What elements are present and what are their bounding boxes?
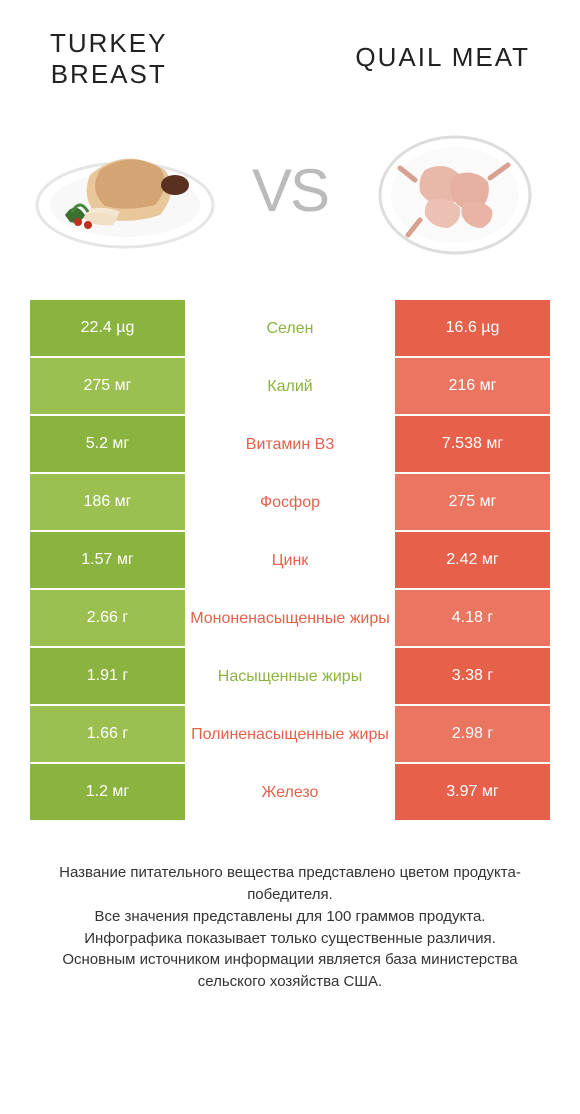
title-left-line2: breast: [51, 59, 167, 89]
cell-mid: Мононенасыщенные жиры: [185, 590, 395, 646]
footnote-line: Инфографика показывает только существенн…: [30, 928, 550, 950]
title-right: Quail meat: [355, 42, 530, 73]
footnote-line: Все значения представлены для 100 граммо…: [30, 906, 550, 928]
footnote-line: Название питательного вещества представл…: [30, 862, 550, 906]
cell-left: 1.91 г: [30, 648, 185, 704]
cell-mid: Железо: [185, 764, 395, 820]
cell-right: 16.6 µg: [395, 300, 550, 356]
cell-right: 3.38 г: [395, 648, 550, 704]
cell-mid: Калий: [185, 358, 395, 414]
table-row: 1.66 гПолиненасыщенные жиры2.98 г: [30, 706, 550, 762]
table-row: 1.91 гНасыщенные жиры3.38 г: [30, 648, 550, 704]
cell-right: 3.97 мг: [395, 764, 550, 820]
cell-left: 1.66 г: [30, 706, 185, 762]
table-row: 22.4 µgСелен16.6 µg: [30, 300, 550, 356]
cell-right: 7.538 мг: [395, 416, 550, 472]
title-left-line1: Turkey: [50, 28, 167, 58]
cell-left: 1.2 мг: [30, 764, 185, 820]
cell-left: 22.4 µg: [30, 300, 185, 356]
vs-label: VS: [252, 156, 328, 225]
header: Turkey breast Quail meat: [0, 0, 580, 90]
comparison-table: 22.4 µgСелен16.6 µg275 мгКалий216 мг5.2 …: [30, 300, 550, 820]
cell-right: 4.18 г: [395, 590, 550, 646]
cell-right: 216 мг: [395, 358, 550, 414]
cell-right: 2.98 г: [395, 706, 550, 762]
cell-mid: Полиненасыщенные жиры: [185, 706, 395, 762]
table-row: 186 мгФосфор275 мг: [30, 474, 550, 530]
cell-left: 5.2 мг: [30, 416, 185, 472]
cell-mid: Фосфор: [185, 474, 395, 530]
turkey-image: [30, 120, 220, 260]
footnote-line: Основным источником информации является …: [30, 949, 550, 993]
footnote: Название питательного вещества представл…: [0, 822, 580, 993]
table-row: 275 мгКалий216 мг: [30, 358, 550, 414]
cell-left: 275 мг: [30, 358, 185, 414]
cell-left: 2.66 г: [30, 590, 185, 646]
images-row: VS: [0, 90, 580, 280]
cell-mid: Селен: [185, 300, 395, 356]
title-left: Turkey breast: [50, 28, 167, 90]
cell-right: 275 мг: [395, 474, 550, 530]
cell-mid: Насыщенные жиры: [185, 648, 395, 704]
table-row: 1.2 мгЖелезо3.97 мг: [30, 764, 550, 820]
cell-left: 1.57 мг: [30, 532, 185, 588]
cell-right: 2.42 мг: [395, 532, 550, 588]
table-row: 5.2 мгВитамин B37.538 мг: [30, 416, 550, 472]
cell-mid: Цинк: [185, 532, 395, 588]
cell-mid: Витамин B3: [185, 416, 395, 472]
table-row: 2.66 гМононенасыщенные жиры4.18 г: [30, 590, 550, 646]
quail-image: [360, 120, 550, 260]
cell-left: 186 мг: [30, 474, 185, 530]
table-row: 1.57 мгЦинк2.42 мг: [30, 532, 550, 588]
